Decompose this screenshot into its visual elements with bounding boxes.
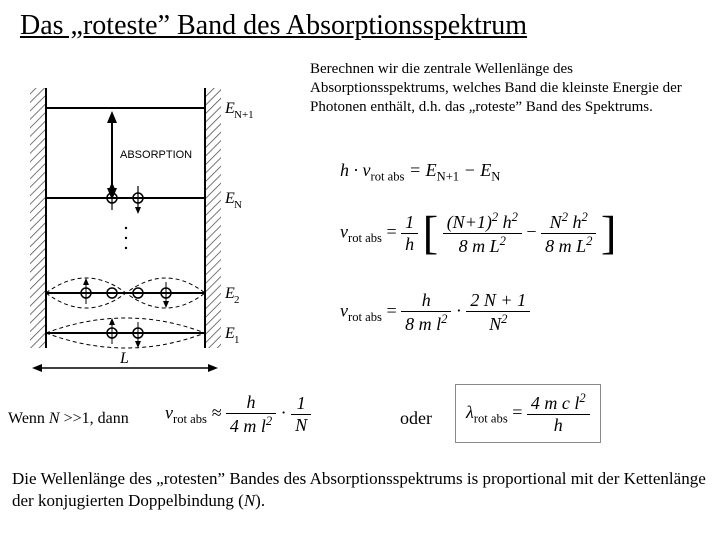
svg-text:1: 1	[234, 334, 240, 346]
page-title: Das „roteste” Band des Absorptionsspektr…	[20, 10, 527, 42]
or-text: oder	[400, 408, 432, 429]
eq1-lhs: h · νrot abs = EN+1 − EN	[340, 160, 500, 180]
condition-text: Wenn N >>1, dann	[8, 410, 129, 428]
energy-level-diagram: E N+1 ABSORPTION E N E 2 E 1 L	[20, 78, 265, 378]
conclusion-text: Die Wellenlänge des „rotesten” Bandes de…	[12, 468, 712, 512]
svg-text:N+1: N+1	[234, 109, 254, 121]
svg-text:N: N	[234, 199, 242, 211]
svg-text:ABSORPTION: ABSORPTION	[120, 149, 192, 161]
equation-1: h · νrot abs = EN+1 − EN	[340, 160, 500, 185]
intro-text: Berechnen wir die zentrale Wellenlänge d…	[310, 60, 700, 116]
svg-text:L: L	[119, 350, 129, 367]
equation-4: νrot abs ≈ h4 m l2 · 1N	[165, 392, 311, 437]
equation-3: νrot abs = h8 m l2 · 2 N + 1N2	[340, 290, 530, 335]
equation-2: νrot abs = 1h [ (N+1)2 h28 m L2 − N2 h28…	[340, 210, 616, 257]
svg-text:2: 2	[234, 294, 240, 306]
equation-5-box: λrot abs = 4 m c l2h	[455, 384, 601, 443]
